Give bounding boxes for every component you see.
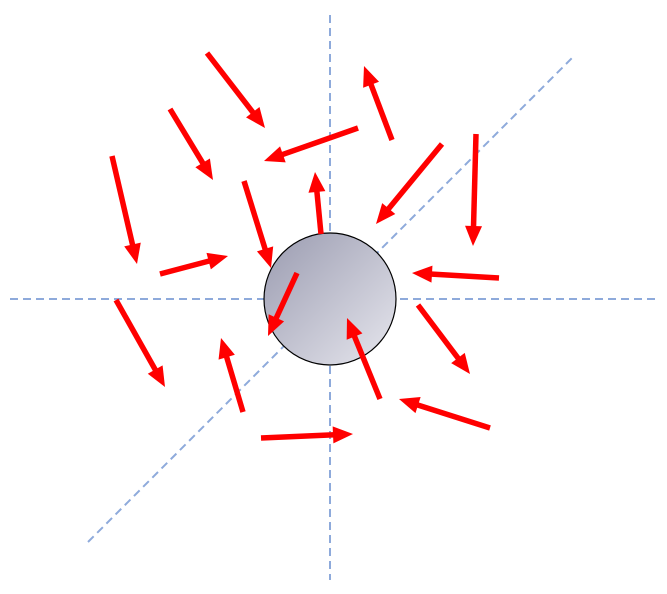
arrow-14-head (346, 318, 363, 340)
arrow-16-shaft (223, 354, 246, 413)
arrow-2-shaft (167, 107, 207, 167)
arrows-layer (109, 51, 500, 444)
arrow-13-head (399, 396, 421, 414)
arrow-10-shaft (470, 133, 479, 229)
arrow-1-head (246, 106, 265, 128)
arrow-8-shaft (367, 81, 395, 141)
arrow-3-head (124, 242, 141, 264)
arrow-12-shaft (415, 303, 462, 362)
arrow-10-head (465, 225, 483, 246)
arrow-17-head (147, 365, 165, 387)
arrow-13-shaft (415, 401, 491, 431)
arrow-9 (376, 142, 445, 224)
arrow-5 (241, 180, 274, 268)
arrow-6 (308, 172, 326, 235)
arrow-1 (204, 51, 265, 128)
arrow-14 (346, 318, 383, 401)
arrow-18 (260, 426, 353, 444)
arrow-5-head (256, 246, 274, 268)
arrow-15-head (268, 314, 285, 336)
arrow-8 (363, 66, 395, 141)
arrow-10 (465, 133, 483, 246)
arrow-1-shaft (204, 51, 257, 116)
arrow-2-head (195, 158, 213, 180)
arrow-14-shaft (351, 333, 383, 401)
arrow-9-shaft (385, 142, 445, 212)
arrow-17 (113, 298, 165, 387)
arrow-15 (268, 271, 300, 336)
arrow-15-shaft (273, 271, 300, 321)
arrow-6-shaft (313, 189, 324, 235)
arrow-11 (412, 265, 500, 283)
arrow-12 (415, 303, 470, 374)
arrow-11-head (412, 265, 433, 283)
arrow-4-shaft (159, 257, 212, 277)
arrow-16 (218, 338, 246, 413)
arrow-18-head (332, 426, 353, 444)
arrow-5-shaft (241, 180, 269, 252)
arrow-13 (399, 396, 491, 431)
arrow-17-shaft (113, 298, 159, 373)
arrow-16-head (218, 338, 235, 360)
arrow-7-shaft (280, 125, 359, 158)
central-sphere (263, 232, 397, 366)
arrow-12-head (451, 352, 470, 374)
arrow-3 (109, 155, 141, 264)
arrow-11-shaft (429, 271, 500, 281)
arrow-2 (167, 107, 213, 180)
arrow-9-head (376, 203, 396, 224)
arrow-6-head (308, 172, 326, 193)
arrow-7 (264, 125, 359, 163)
arrow-4-head (206, 252, 228, 270)
arrow-8-head (363, 66, 380, 88)
arrow-3-shaft (109, 155, 136, 248)
arrow-18-shaft (260, 432, 336, 441)
arrow-4 (159, 252, 228, 277)
arrow-7-head (264, 146, 286, 163)
